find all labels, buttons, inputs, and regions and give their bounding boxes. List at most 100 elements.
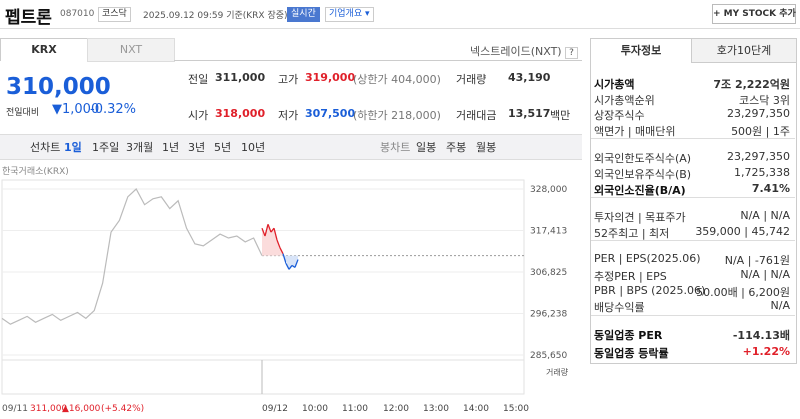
info-label: 52주최고 | 최저	[594, 226, 670, 240]
stock-code: 087010	[60, 9, 95, 19]
separator	[591, 138, 795, 140]
info-value: 23,297,350	[727, 150, 790, 164]
period: 10년	[241, 141, 266, 154]
mystock-button[interactable]: + MY STOCK 추가	[712, 4, 796, 24]
quote-note: (상한가 404,000)	[353, 73, 441, 86]
info-label: 외국인소진율(B/A)	[594, 183, 686, 197]
info-label: 배당수익률	[594, 301, 645, 315]
period: 3년	[188, 141, 206, 154]
quote-label: 거래대금	[456, 109, 497, 122]
period: 선차트	[30, 141, 61, 154]
quote-value: 307,500	[305, 107, 356, 120]
quote-label: 고가	[278, 73, 299, 86]
x-tick-label: 12:00	[383, 404, 409, 414]
stock-name: 펩트론	[5, 8, 52, 28]
today-segment	[273, 228, 278, 241]
info-tab[interactable]: 투자정보	[620, 44, 662, 57]
today-segment	[279, 247, 284, 254]
footer-change: ▲16,000	[62, 404, 101, 414]
y-tick-label: 285,650	[530, 351, 567, 361]
period: 3개월	[126, 141, 154, 154]
plot-frame	[1, 179, 525, 395]
y-tick-label: 306,825	[530, 268, 567, 278]
info-value: 23,297,350	[727, 107, 790, 121]
info-label: 동일업종 등락률	[594, 346, 669, 360]
info-value: N/A | N/A	[740, 268, 790, 281]
today-segment	[294, 259, 299, 268]
info-value: N/A | -761원	[724, 254, 790, 268]
nxt-label: 넥스트레이드(NXT)	[470, 45, 562, 58]
tab-line	[174, 60, 582, 61]
info-label: 추정PER | EPS	[594, 270, 667, 283]
quote-label: 거래량	[456, 73, 487, 86]
info-value: 1,725,338	[734, 166, 790, 179]
separator	[591, 314, 795, 316]
current-price: 310,000	[6, 74, 111, 100]
info-label: 투자의견 | 목표주가	[594, 211, 686, 225]
today-segment	[264, 224, 269, 237]
today-fill	[277, 239, 280, 256]
today-fill	[265, 224, 268, 256]
separator	[591, 197, 795, 199]
info-label: 액면가 | 매매단위	[594, 124, 676, 138]
info-label: 외국인보유주식수(B)	[594, 168, 692, 181]
period: 1일	[64, 141, 82, 154]
today-fill	[286, 255, 289, 270]
x-tick-label: 10:00	[302, 404, 328, 414]
info-label: 상장주식수	[594, 109, 645, 123]
period-bar	[0, 134, 582, 160]
info-value: 코스닥 3위	[739, 93, 790, 107]
tab-nxt[interactable]: NXT	[87, 38, 175, 62]
info-panel	[590, 38, 797, 364]
period: 1주일	[92, 141, 120, 154]
info-label: 외국인한도주식수(A)	[594, 152, 692, 166]
previous-line	[1, 188, 263, 325]
change: ▼1,000	[52, 102, 100, 117]
today-segment	[261, 227, 266, 237]
timestamp: 2025.09.12 09:59 기준(KRX 장중)	[143, 11, 288, 21]
period: 1년	[162, 141, 180, 154]
today-segment	[282, 253, 287, 264]
market-badge: 코스닥	[98, 7, 131, 22]
company-label: 기업개요	[329, 9, 363, 19]
info-value: 50.00배 | 6,200원	[696, 285, 790, 299]
change-value: 1,000	[62, 102, 100, 117]
info-value: +1.22%	[742, 344, 790, 358]
today-segment	[267, 224, 272, 233]
quote-value: 319,000	[305, 71, 356, 84]
realtime-badge[interactable]: 실시간	[287, 7, 320, 22]
x-tick-label: 15:00	[503, 404, 529, 414]
company-button[interactable]: 기업개요 ▾	[325, 7, 374, 22]
today-fill	[268, 224, 271, 256]
price-chart: 한국거래소(KRX) 328,000 317,413 306,825 296,238 28…	[1, 166, 569, 414]
info-label: 시가총액순위	[594, 93, 655, 107]
info-label: 시가총액	[594, 78, 635, 91]
quote-note: (하한가 218,000)	[353, 109, 441, 122]
footer-date: 09/11	[2, 404, 28, 414]
orderbook-tab[interactable]: 호가10단계	[691, 39, 796, 63]
info-value: N/A	[770, 299, 790, 313]
separator	[591, 240, 795, 242]
today-segment	[288, 265, 293, 270]
candle-type: 봉차트	[380, 141, 411, 154]
period: 5년	[214, 141, 232, 154]
nxt-link[interactable]: 넥스트레이드(NXT) ?	[470, 43, 578, 60]
x-tick-label: 11:00	[342, 404, 368, 414]
today-fill	[271, 228, 274, 256]
tab-krx[interactable]: KRX	[0, 38, 88, 61]
y-tick-label: 296,238	[530, 309, 567, 319]
info-label: 동일업종 PER	[594, 328, 663, 342]
info-value: 500원 | 1주	[731, 124, 790, 138]
quote-value: 43,190	[508, 71, 551, 84]
quote-value: 318,000	[215, 107, 266, 120]
candle-type: 주봉	[446, 141, 467, 154]
change-label: 전일대비	[6, 108, 40, 118]
info-label: PBR | BPS (2025.06)	[594, 283, 706, 297]
quote-label: 시가	[188, 109, 209, 122]
info-value: 7.41%	[751, 181, 790, 195]
y-tick-label: 328,000	[530, 185, 567, 195]
change-rate: -0.32%	[90, 102, 136, 117]
x-tick-label: 09/12	[262, 404, 288, 414]
today-segment	[276, 239, 281, 249]
